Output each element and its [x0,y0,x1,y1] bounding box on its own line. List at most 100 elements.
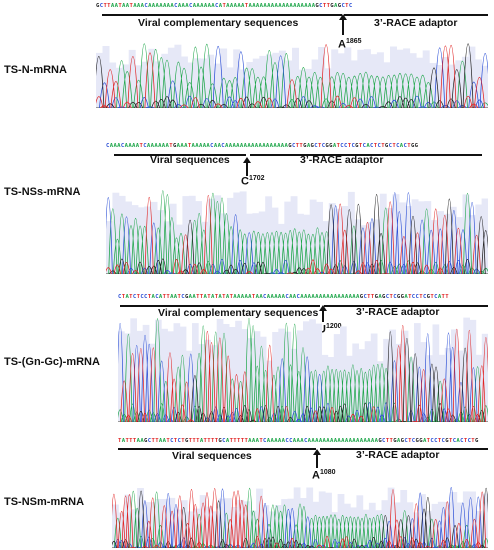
quality-bar [253,331,261,422]
viral-sequence-bar [118,448,316,450]
quality-bar [449,206,457,274]
quality-bar [358,349,366,422]
quality-bar [154,61,162,108]
quality-bar [185,350,193,422]
trace-peaks-T [106,195,482,274]
quality-bar [357,49,365,108]
quality-bar [425,510,433,548]
quality-bar [115,67,123,108]
trace-peaks-T [112,488,487,548]
quality-bar [412,512,420,548]
quality-bar [298,69,306,108]
quality-bar [424,201,432,274]
quality-bar [227,197,234,274]
quality-bar [416,57,424,108]
quality-bar [390,46,397,108]
quality-bar [136,330,144,422]
quality-bar [456,217,464,274]
quality-bar [278,328,285,422]
quality-bar [112,192,120,274]
quality-bar [167,47,175,108]
quality-bar [364,341,372,422]
quality-bar [327,357,335,422]
quality-bar [481,198,488,274]
quality-bar [155,319,162,422]
panel-ts-nsm: TATTTAAGCTTAATCTCTGTTTATTTTGCATTTTTAAATC… [0,434,494,550]
quality-bar [137,488,144,548]
junction-arrow [243,157,251,176]
quality-bar [429,63,437,108]
quality-bar [176,224,183,274]
quality-bar [290,196,298,274]
quality-bar [401,330,409,422]
quality-bar [422,50,430,108]
sample-label: TS-NSm-mRNA [4,496,85,508]
quality-bar [259,55,267,108]
quality-bar [247,338,255,422]
quality-bar [443,213,451,274]
quality-bar [199,495,207,548]
quality-bar [163,221,171,274]
quality-bar [398,202,406,274]
quality-bar [258,211,266,274]
quality-bar [272,332,279,422]
quality-bar [431,503,439,548]
adaptor-bar [320,448,488,450]
quality-bar [324,68,332,108]
viral-sequence-bar [120,305,320,307]
quality-bar [403,48,411,108]
quality-bar [394,502,401,548]
quality-bar [309,319,316,422]
quality-bar [392,194,400,274]
quality-bar [124,333,131,422]
junction-arrow [319,305,327,322]
quality-bar [444,502,451,548]
trace-peaks-C [118,323,478,422]
trace-peaks-G [96,43,474,108]
quality-bar [346,355,353,422]
quality-bar [131,205,139,274]
junction-arrow [339,14,347,35]
quality-bar [174,44,182,108]
quality-bar [481,65,488,108]
quality-bar [144,206,152,274]
quality-bar [259,336,267,422]
quality-bar [167,331,174,422]
quality-bar [292,47,299,108]
quality-bar [293,487,301,548]
quality-bar [481,333,488,422]
quality-bar [96,52,103,108]
quality-bar [347,191,355,274]
quality-bar [444,348,452,422]
quality-bar [331,512,339,548]
trace-peaks-C [99,46,488,108]
quality-bar [241,329,248,422]
quality-bar [462,491,470,548]
quality-bar [285,60,293,108]
quality-bar [395,343,403,422]
quality-bar [411,199,419,274]
quality-bar [125,201,132,274]
adaptor-label: 3’-RACE adaptor [356,449,440,461]
quality-bar [386,208,393,274]
quality-bar [290,348,298,422]
quality-bar [312,501,320,548]
quality-bar [381,500,389,548]
quality-bar [118,331,125,422]
trace-peaks-A [108,190,488,274]
trace-peaks-A [113,488,488,548]
quality-bar [284,331,292,422]
quality-bar [306,487,314,548]
quality-bar [341,206,349,274]
quality-bar [383,62,391,108]
quality-bar [305,68,313,108]
quality-bar [142,324,150,422]
quality-bar [235,320,242,422]
chromatogram-trace [96,43,488,108]
quality-bar [262,505,270,548]
sample-label: TS-N-mRNA [4,64,67,76]
quality-bar [220,213,228,274]
adaptor-label: 3’-RACE adaptor [356,306,440,318]
quality-bar [469,319,477,422]
quality-bar [179,326,187,422]
